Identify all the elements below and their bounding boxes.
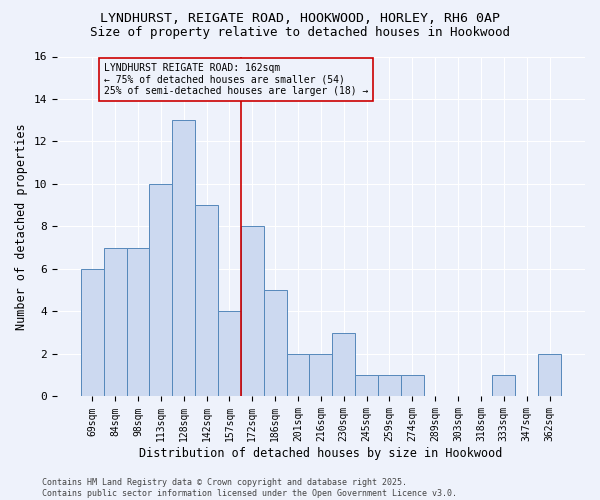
Bar [355, 375, 378, 396]
Text: Size of property relative to detached houses in Hookwood: Size of property relative to detached ho… [90, 26, 510, 39]
Bar [195, 205, 218, 396]
Text: Contains HM Land Registry data © Crown copyright and database right 2025.
Contai: Contains HM Land Registry data © Crown c… [42, 478, 457, 498]
Bar [310, 354, 332, 397]
Bar [81, 269, 104, 396]
Bar [218, 312, 241, 396]
Bar [378, 375, 401, 396]
Bar [287, 354, 310, 397]
Bar [493, 375, 515, 396]
Bar [149, 184, 172, 396]
Bar [104, 248, 127, 396]
Bar [127, 248, 149, 396]
Text: LYNDHURST REIGATE ROAD: 162sqm
← 75% of detached houses are smaller (54)
25% of : LYNDHURST REIGATE ROAD: 162sqm ← 75% of … [104, 63, 368, 96]
Text: LYNDHURST, REIGATE ROAD, HOOKWOOD, HORLEY, RH6 0AP: LYNDHURST, REIGATE ROAD, HOOKWOOD, HORLE… [100, 12, 500, 26]
Y-axis label: Number of detached properties: Number of detached properties [15, 123, 28, 330]
Bar [241, 226, 264, 396]
Bar [172, 120, 195, 396]
Bar [538, 354, 561, 397]
X-axis label: Distribution of detached houses by size in Hookwood: Distribution of detached houses by size … [139, 447, 503, 460]
Bar [264, 290, 287, 397]
Bar [401, 375, 424, 396]
Bar [332, 332, 355, 396]
